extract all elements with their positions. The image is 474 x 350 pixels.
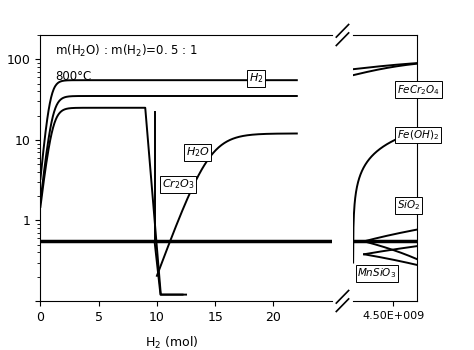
Text: H$_2$ (mol): H$_2$ (mol) bbox=[145, 335, 198, 350]
Text: $H_2O$: $H_2O$ bbox=[186, 145, 210, 159]
Y-axis label: mass (g): mass (g) bbox=[0, 141, 1, 195]
Text: $SiO_2$: $SiO_2$ bbox=[397, 198, 420, 212]
Text: $FeCr_2O_4$: $FeCr_2O_4$ bbox=[397, 83, 440, 97]
Text: $Fe(OH)_2$: $Fe(OH)_2$ bbox=[397, 128, 439, 142]
Text: $MnSiO_3$: $MnSiO_3$ bbox=[357, 266, 397, 280]
Text: $Cr_2O_3$: $Cr_2O_3$ bbox=[162, 177, 194, 191]
Text: $H_2$: $H_2$ bbox=[249, 71, 263, 85]
Text: 800°C: 800°C bbox=[55, 70, 91, 83]
Text: m(H$_2$O) : m(H$_2$)=0. 5 : 1: m(H$_2$O) : m(H$_2$)=0. 5 : 1 bbox=[55, 43, 198, 59]
